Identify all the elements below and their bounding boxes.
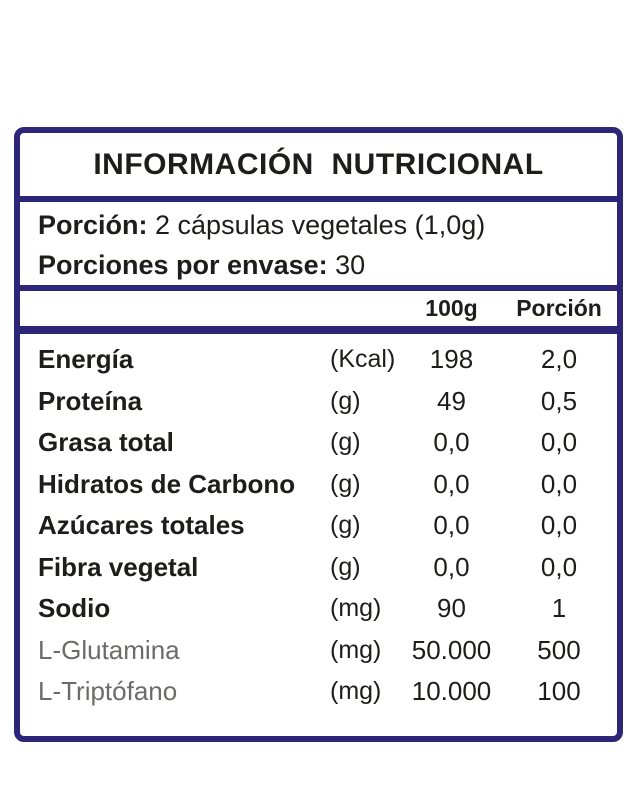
nutrient-unit: (g) — [330, 428, 361, 457]
panel-title: INFORMACIÓN NUTRICIONAL — [93, 147, 544, 181]
serving-size-label: Porción: — [38, 210, 148, 240]
table-row: Sodio (mg) 90 1 — [20, 588, 617, 630]
column-header-per100g: 100g — [425, 295, 478, 321]
nutrient-portion-value: 1 — [551, 593, 567, 624]
nutrient-portion-value: 0,5 — [540, 385, 578, 416]
servings-per-container-label: Porciones por envase: — [38, 250, 328, 280]
nutrient-portion-value: 0,0 — [540, 551, 578, 582]
nutrient-per100g-value: 50.000 — [411, 634, 492, 665]
nutrient-unit: (Kcal) — [330, 345, 396, 374]
serving-size-value: 2 cápsulas vegetales (1,0g) — [147, 210, 486, 240]
nutrient-per100g-value: 0,0 — [433, 510, 470, 541]
nutrient-portion-value: 100 — [537, 676, 581, 707]
table-row: Energía (Kcal) 198 2,0 — [20, 339, 617, 381]
nutrient-name: L-Glutamina — [38, 634, 180, 665]
nutrient-name: Energía — [38, 344, 134, 375]
nutrient-unit: (mg) — [330, 677, 382, 706]
serving-size-line: Porción: 2 cápsulas vegetales (1,0g) — [38, 205, 607, 245]
nutrient-per100g-value: 90 — [437, 593, 466, 624]
table-row: Hidratos de Carbono (g) 0,0 0,0 — [20, 464, 617, 506]
nutrient-portion-value: 0,0 — [540, 427, 578, 458]
nutrient-name: Grasa total — [38, 427, 174, 458]
table-row: Fibra vegetal (g) 0,0 0,0 — [20, 547, 617, 589]
nutrient-unit: (mg) — [330, 635, 382, 664]
nutrient-table: Energía (Kcal) 198 2,0 Proteína (g) 49 0… — [20, 334, 617, 736]
nutrient-unit: (g) — [330, 552, 361, 581]
nutrient-portion-value: 2,0 — [540, 344, 578, 375]
nutrient-unit: (g) — [330, 386, 361, 415]
nutrient-portion-value: 500 — [537, 634, 581, 665]
column-header-row: 100g Porción — [20, 291, 617, 326]
servings-per-container-line: Porciones por envase: 30 — [38, 245, 607, 285]
divider-under-serving — [20, 285, 617, 291]
nutrient-portion-value: 0,0 — [540, 468, 578, 499]
nutrient-per100g-value: 10.000 — [411, 676, 492, 707]
column-header-portion: Porción — [516, 295, 602, 321]
table-row: Proteína (g) 49 0,5 — [20, 381, 617, 423]
nutrient-unit: (mg) — [330, 594, 382, 623]
serving-info-section: Porción: 2 cápsulas vegetales (1,0g) Por… — [20, 202, 617, 285]
nutrient-per100g-value: 198 — [429, 344, 474, 375]
table-row: L-Triptófano (mg) 10.000 100 — [20, 671, 617, 713]
nutrient-unit: (g) — [330, 469, 361, 498]
divider-under-column-headers — [20, 326, 617, 334]
nutrition-facts-panel: INFORMACIÓN NUTRICIONAL Porción: 2 cápsu… — [14, 127, 623, 742]
table-row: Grasa total (g) 0,0 0,0 — [20, 422, 617, 464]
servings-per-container-value: 30 — [327, 250, 366, 280]
nutrient-per100g-value: 0,0 — [433, 468, 470, 499]
nutrient-portion-value: 0,0 — [540, 510, 578, 541]
nutrient-unit: (g) — [330, 511, 361, 540]
nutrient-name: Azúcares totales — [38, 510, 245, 541]
table-row: L-Glutamina (mg) 50.000 500 — [20, 630, 617, 672]
table-row: Azúcares totales (g) 0,0 0,0 — [20, 505, 617, 547]
nutrient-per100g-value: 49 — [437, 385, 466, 416]
nutrient-name: Sodio — [38, 593, 111, 624]
divider-under-title — [20, 196, 617, 202]
nutrient-name: Proteína — [38, 385, 143, 416]
nutrient-name: L-Triptófano — [38, 676, 178, 707]
nutrient-per100g-value: 0,0 — [433, 427, 470, 458]
nutrient-name: Fibra vegetal — [38, 551, 199, 582]
nutrient-name: Hidratos de Carbono — [38, 468, 296, 499]
panel-header: INFORMACIÓN NUTRICIONAL — [20, 133, 617, 196]
nutrient-per100g-value: 0,0 — [433, 551, 470, 582]
